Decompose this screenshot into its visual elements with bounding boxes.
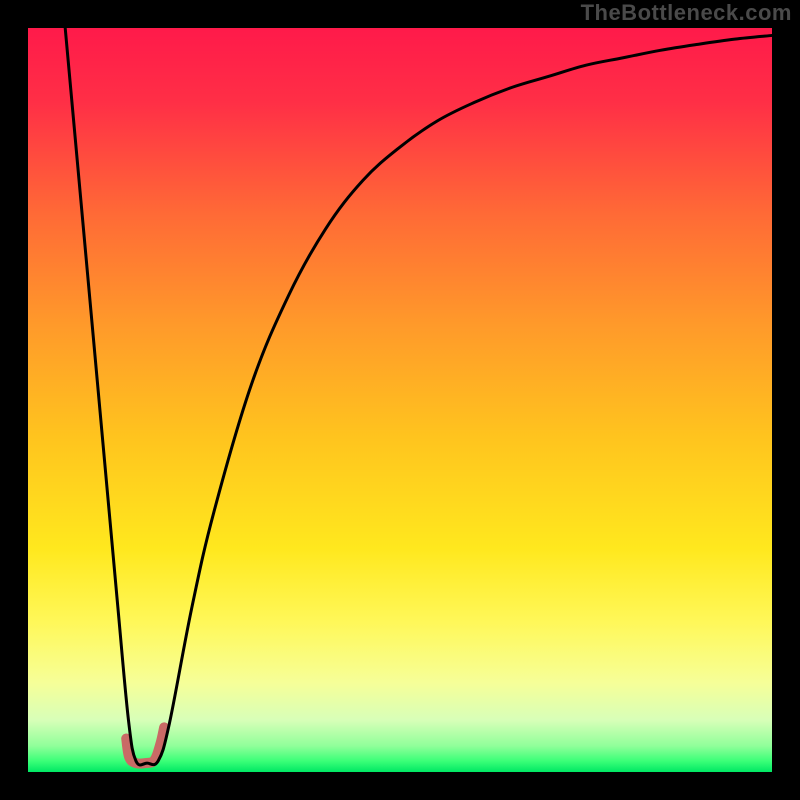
chart-plot-area [28, 28, 772, 772]
watermark-text: TheBottleneck.com [581, 0, 792, 26]
bottleneck-chart [0, 0, 800, 800]
